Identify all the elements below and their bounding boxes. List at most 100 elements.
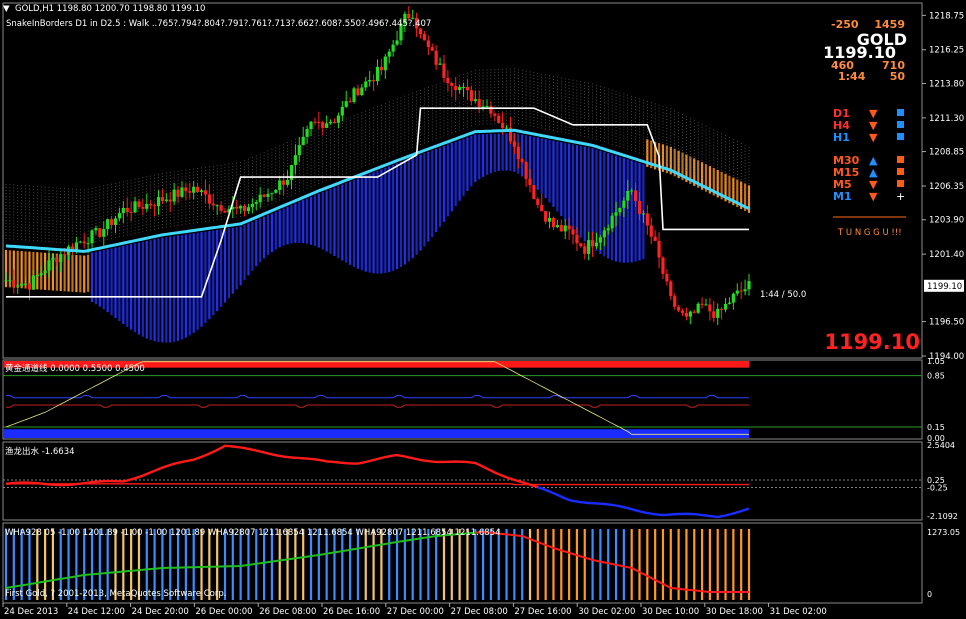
candle-body[interactable] bbox=[641, 213, 646, 215]
candle-body[interactable] bbox=[207, 194, 211, 204]
candle-body[interactable] bbox=[598, 237, 602, 243]
candle-body[interactable] bbox=[665, 273, 669, 282]
candle-body[interactable] bbox=[258, 194, 262, 203]
candle-body[interactable] bbox=[70, 246, 75, 251]
candle-body[interactable] bbox=[282, 180, 286, 185]
candle-body[interactable] bbox=[74, 242, 78, 251]
candle-body[interactable] bbox=[504, 127, 509, 129]
wha-indicator-pane[interactable] bbox=[4, 529, 751, 600]
candle-body[interactable] bbox=[51, 257, 55, 261]
candle-body[interactable] bbox=[571, 229, 575, 235]
candle-body[interactable] bbox=[156, 197, 161, 207]
candle-body[interactable] bbox=[469, 90, 473, 102]
candle-body[interactable] bbox=[160, 197, 165, 201]
candle-body[interactable] bbox=[266, 193, 270, 197]
candle-body[interactable] bbox=[688, 311, 692, 317]
candle-body[interactable] bbox=[196, 186, 200, 193]
candle-body[interactable] bbox=[489, 106, 493, 114]
candle-body[interactable] bbox=[633, 190, 638, 201]
candle-body[interactable] bbox=[563, 225, 567, 232]
candle-body[interactable] bbox=[149, 204, 153, 206]
candle-body[interactable] bbox=[328, 121, 333, 124]
candle-body[interactable] bbox=[579, 243, 583, 247]
candle-body[interactable] bbox=[614, 212, 618, 216]
candle-body[interactable] bbox=[473, 99, 477, 102]
candle-body[interactable] bbox=[133, 201, 137, 213]
candle-body[interactable] bbox=[536, 199, 540, 205]
candle-body[interactable] bbox=[618, 207, 622, 213]
candle-body[interactable] bbox=[590, 240, 595, 247]
candle-body[interactable] bbox=[426, 40, 430, 48]
candle-body[interactable] bbox=[164, 199, 168, 201]
candle-body[interactable] bbox=[270, 192, 274, 194]
candle-body[interactable] bbox=[540, 204, 544, 212]
candle-body[interactable] bbox=[371, 80, 376, 82]
candle-body[interactable] bbox=[610, 215, 614, 229]
candle-body[interactable] bbox=[465, 86, 470, 91]
candle-body[interactable] bbox=[102, 229, 106, 237]
candle-body[interactable] bbox=[94, 228, 98, 231]
candle-body[interactable] bbox=[528, 178, 532, 186]
candle-body[interactable] bbox=[450, 82, 454, 86]
candle-body[interactable] bbox=[602, 230, 606, 238]
candle-body[interactable] bbox=[23, 283, 28, 285]
candle-body[interactable] bbox=[637, 200, 642, 214]
candle-body[interactable] bbox=[383, 56, 387, 71]
candle-body[interactable] bbox=[297, 145, 301, 156]
candle-body[interactable] bbox=[4, 280, 8, 282]
candle-body[interactable] bbox=[31, 275, 35, 290]
candle-body[interactable] bbox=[391, 44, 395, 52]
candle-body[interactable] bbox=[458, 87, 462, 91]
candle-body[interactable] bbox=[180, 187, 184, 197]
channel-indicator-pane[interactable] bbox=[3, 361, 922, 438]
candle-body[interactable] bbox=[547, 217, 552, 222]
candle-body[interactable] bbox=[309, 121, 313, 130]
candle-body[interactable] bbox=[516, 146, 520, 160]
candle-body[interactable] bbox=[356, 88, 360, 96]
candle-body[interactable] bbox=[188, 191, 192, 193]
candle-body[interactable] bbox=[524, 161, 528, 179]
candle-body[interactable] bbox=[418, 28, 423, 35]
candle-body[interactable] bbox=[168, 199, 172, 202]
candle-body[interactable] bbox=[411, 17, 415, 19]
main-price-pane[interactable] bbox=[4, 6, 751, 343]
candle-body[interactable] bbox=[657, 240, 661, 258]
candle-body[interactable] bbox=[649, 225, 653, 237]
candle-body[interactable] bbox=[645, 213, 649, 226]
candle-body[interactable] bbox=[20, 283, 24, 286]
candle-body[interactable] bbox=[583, 246, 587, 254]
candle-body[interactable] bbox=[219, 205, 223, 211]
candle-body[interactable] bbox=[387, 51, 391, 57]
candle-body[interactable] bbox=[661, 257, 665, 274]
candle-body[interactable] bbox=[203, 190, 208, 195]
chart-menu-icon[interactable]: ▼ bbox=[3, 4, 10, 14]
candle-body[interactable] bbox=[653, 236, 657, 241]
candle-body[interactable] bbox=[137, 201, 141, 208]
candle-body[interactable] bbox=[82, 241, 86, 244]
candle-body[interactable] bbox=[739, 290, 743, 292]
candle-body[interactable] bbox=[325, 123, 329, 128]
candle-body[interactable] bbox=[477, 99, 481, 107]
candle-body[interactable] bbox=[332, 121, 337, 123]
candle-body[interactable] bbox=[680, 310, 685, 313]
candle-body[interactable] bbox=[454, 85, 458, 91]
candle-body[interactable] bbox=[39, 273, 43, 276]
candle-body[interactable] bbox=[274, 189, 278, 193]
candle-body[interactable] bbox=[501, 123, 505, 128]
candle-body[interactable] bbox=[262, 194, 266, 197]
candle-body[interactable] bbox=[78, 241, 82, 243]
candle-body[interactable] bbox=[145, 204, 149, 209]
candle-body[interactable] bbox=[594, 242, 599, 247]
candle-body[interactable] bbox=[47, 260, 51, 271]
candle-body[interactable] bbox=[98, 228, 102, 237]
candle-body[interactable] bbox=[567, 225, 571, 230]
candle-body[interactable] bbox=[716, 308, 720, 318]
candle-body[interactable] bbox=[59, 254, 63, 263]
candle-body[interactable] bbox=[289, 165, 294, 180]
candle-body[interactable] bbox=[731, 293, 735, 303]
candle-body[interactable] bbox=[184, 187, 188, 192]
candle-body[interactable] bbox=[125, 207, 129, 212]
candle-body[interactable] bbox=[63, 254, 67, 256]
candle-body[interactable] bbox=[176, 189, 180, 197]
candle-body[interactable] bbox=[86, 243, 90, 245]
